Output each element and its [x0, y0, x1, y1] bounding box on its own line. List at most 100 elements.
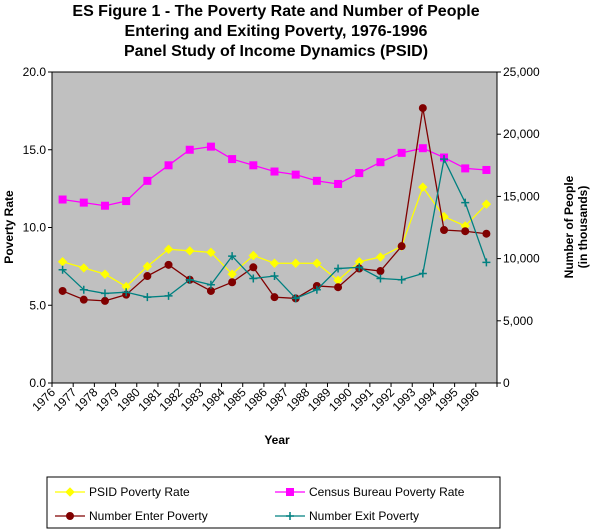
y2-tick-label: 5,000 [503, 314, 533, 328]
data-point [291, 170, 300, 179]
data-point [249, 263, 258, 272]
data-point [206, 142, 215, 151]
data-point [58, 195, 67, 204]
data-point [58, 265, 67, 274]
data-point [227, 269, 237, 279]
y2-tick-label: 25,000 [503, 65, 540, 79]
data-point [334, 283, 343, 292]
legend-marker [65, 487, 75, 497]
data-point [312, 176, 321, 185]
chart-title: ES Figure 1 - The Poverty Rate and Numbe… [72, 3, 479, 60]
legend-label: Number Enter Poverty [89, 509, 208, 523]
x-tick-label: 1996 [453, 385, 482, 414]
data-point [461, 164, 470, 173]
y-tick-label: 0.0 [29, 376, 46, 390]
data-point [100, 269, 110, 279]
data-point [269, 258, 280, 268]
data-point [143, 293, 152, 302]
data-point [482, 258, 491, 267]
y-tick-label: 15.0 [23, 143, 47, 157]
legend: PSID Poverty Rate Census Bureau Poverty R… [55, 485, 465, 523]
data-point [270, 293, 279, 302]
data-point [481, 199, 492, 209]
data-point [100, 296, 109, 305]
data-point [248, 250, 259, 261]
data-point [206, 247, 216, 258]
data-point [122, 197, 131, 206]
y2-axis-label-line-1: Number of People [562, 175, 576, 278]
plot-area [51, 71, 498, 384]
data-point [418, 269, 427, 278]
y-tick-label: 5.0 [29, 298, 46, 312]
data-point [164, 260, 173, 269]
legend-marker [286, 512, 294, 520]
data-point [291, 294, 300, 303]
data-point [290, 258, 301, 268]
data-point [418, 144, 427, 153]
y2-tick-label: 0 [503, 376, 510, 390]
legend-label: Number Exit Poverty [309, 509, 419, 523]
chart-title-line-3: Panel Study of Income Dynamics (PSID) [124, 43, 428, 60]
data-point [164, 161, 173, 170]
data-point [397, 242, 406, 251]
data-point [57, 257, 68, 267]
data-point [355, 263, 364, 272]
data-point [418, 104, 427, 113]
chart-title-line-2: Entering and Exiting Poverty, 1976-1996 [125, 23, 428, 40]
y-axis-label: Poverty Rate [2, 190, 16, 264]
data-point [482, 229, 491, 238]
data-point [163, 244, 174, 254]
data-point [312, 285, 321, 294]
legend-label: PSID Poverty Rate [89, 485, 190, 499]
data-point [228, 278, 237, 287]
data-point [228, 252, 237, 261]
y-axis-ticks: 0.0 5.0 10.0 15.0 20.0 [23, 65, 52, 390]
y2-axis-ticks: 0 5,000 10,000 15,000 20,000 25,000 [497, 65, 540, 390]
data-point [100, 201, 109, 210]
data-point [482, 165, 491, 174]
data-point [249, 274, 258, 283]
x-axis-label: Year [264, 433, 290, 447]
data-point [142, 261, 153, 272]
data-point [143, 272, 152, 281]
y2-axis-label-line-2: (in thousands) [576, 186, 590, 269]
data-point [355, 169, 364, 178]
y2-tick-label: 20,000 [503, 127, 540, 141]
data-point [185, 275, 194, 284]
data-point [164, 291, 173, 300]
data-point [79, 263, 89, 273]
data-point [397, 275, 406, 284]
legend-marker [286, 488, 294, 496]
data-point [440, 155, 449, 164]
data-point [79, 285, 88, 294]
data-point [461, 198, 470, 207]
data-point [418, 182, 428, 192]
data-point [58, 286, 67, 295]
data-point [376, 158, 385, 167]
data-point [334, 179, 343, 188]
y2-tick-label: 10,000 [503, 252, 540, 266]
legend-marker [66, 512, 74, 520]
data-point [461, 227, 470, 236]
data-point [440, 225, 449, 234]
y2-tick-label: 15,000 [503, 189, 540, 203]
data-point [228, 155, 237, 164]
data-point [334, 264, 343, 273]
legend-label: Census Bureau Poverty Rate [309, 485, 465, 499]
data-point [143, 176, 152, 185]
data-point [79, 295, 88, 304]
data-point [312, 258, 322, 268]
y-tick-label: 10.0 [23, 221, 47, 235]
data-point [249, 161, 258, 170]
data-point [100, 289, 109, 298]
data-point [375, 252, 386, 262]
legend-box [46, 476, 501, 529]
data-point [270, 272, 279, 281]
y-tick-label: 20.0 [23, 65, 47, 79]
data-point [122, 288, 131, 297]
data-point [185, 145, 194, 154]
data-point [376, 267, 385, 276]
data-point [270, 167, 279, 176]
data-point [79, 198, 88, 207]
